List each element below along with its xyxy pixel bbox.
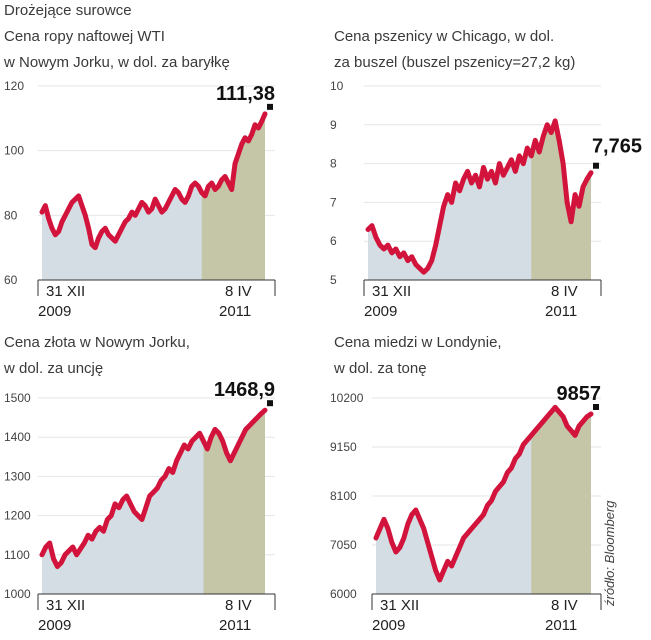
y-tick-label: 1200: [4, 509, 31, 523]
series-line: [373, 404, 594, 583]
chart-title-gold: Cena złota w Nowym Jorku, w dol. za uncj…: [4, 334, 190, 377]
y-tick-label: 120: [4, 79, 24, 93]
last-value-marker: [593, 162, 599, 169]
last-value-marker: [267, 103, 273, 110]
x-date-year: 2011: [545, 303, 577, 320]
last-value-label: 111,38: [216, 83, 275, 105]
y-tick-label: 9: [330, 118, 337, 132]
y-tick-label: 80: [4, 208, 18, 222]
y-tick-label: 8100: [330, 489, 357, 503]
chart-title-copper: Cena miedzi w Londynie, w dol. za tonę: [334, 334, 502, 377]
x-date-day: 31 XII: [372, 283, 411, 300]
y-tick-label: 10200: [330, 391, 364, 405]
chart-title-oil: Cena ropy naftowej WTI w Nowym Jorku, w …: [4, 28, 230, 71]
y-tick-label: 100: [4, 144, 24, 158]
x-date-day: 8 IV: [225, 597, 252, 614]
y-tick-label: 10: [330, 79, 344, 93]
y-tick-label: 7050: [330, 538, 357, 552]
x-date-day: 31 XII: [46, 283, 85, 300]
chart-title-wheat: Cena pszenicy w Chicago, w dol. za busze…: [334, 28, 576, 71]
gold-price-chart: 1500 1400 1300 1200 1100 1000 1468,9 31 XII 2009…: [4, 379, 276, 634]
x-date-year: 2009: [372, 617, 405, 634]
area-fill-2011: [203, 410, 265, 594]
area-fill-2011: [531, 120, 591, 280]
y-tick-label: 1000: [4, 587, 31, 601]
x-date-day: 8 IV: [551, 283, 578, 300]
source-note: źródło: Bloomberg: [602, 500, 617, 607]
copper-price-chart: 10200 9150 8100 7050 6000 9857 31 XII 2009 8 IV 2…: [330, 383, 602, 634]
last-value-label: 9857: [557, 383, 602, 405]
y-tick-label: 7: [330, 195, 337, 209]
last-value-marker: [593, 404, 599, 411]
x-date-year: 2009: [38, 617, 71, 634]
y-tick-label: 9150: [330, 440, 357, 454]
series-line: [39, 111, 268, 251]
y-tick-label: 1300: [4, 469, 31, 483]
last-value-marker: [267, 400, 273, 407]
y-tick-label: 1500: [4, 391, 31, 405]
last-value-label: 1468,9: [214, 379, 275, 401]
series-line: [365, 118, 594, 275]
series-line: [39, 407, 268, 570]
x-date-year: 2011: [219, 617, 251, 634]
y-tick-label: 8: [330, 157, 337, 171]
area-fill-2011: [531, 407, 591, 594]
x-date-day: 8 IV: [225, 283, 252, 300]
oil-price-chart: 120 100 80 60 111,38 31 XII 2009 8 IV 2011: [4, 79, 276, 320]
x-date-year: 2011: [219, 303, 251, 320]
area-fill-2011: [201, 113, 265, 280]
y-tick-label: 6: [330, 234, 337, 248]
x-date-year: 2011: [545, 617, 577, 634]
page-title: Drożejące surowce: [4, 2, 132, 19]
y-tick-label: 1100: [4, 548, 30, 562]
x-date-day: 31 XII: [46, 597, 85, 614]
y-tick-label: 5: [330, 273, 337, 287]
x-date-year: 2009: [38, 303, 71, 320]
x-date-day: 31 XII: [380, 597, 419, 614]
last-value-label: 7,765: [592, 136, 642, 158]
y-tick-label: 1400: [4, 430, 31, 444]
x-date-year: 2009: [364, 303, 397, 320]
y-tick-label: 60: [4, 273, 18, 287]
y-tick-label: 6000: [330, 587, 357, 601]
wheat-price-chart: 10 9 8 7 6 5 7,765 31 XII 2009 8 IV 2011: [330, 79, 642, 320]
x-date-day: 8 IV: [551, 597, 578, 614]
